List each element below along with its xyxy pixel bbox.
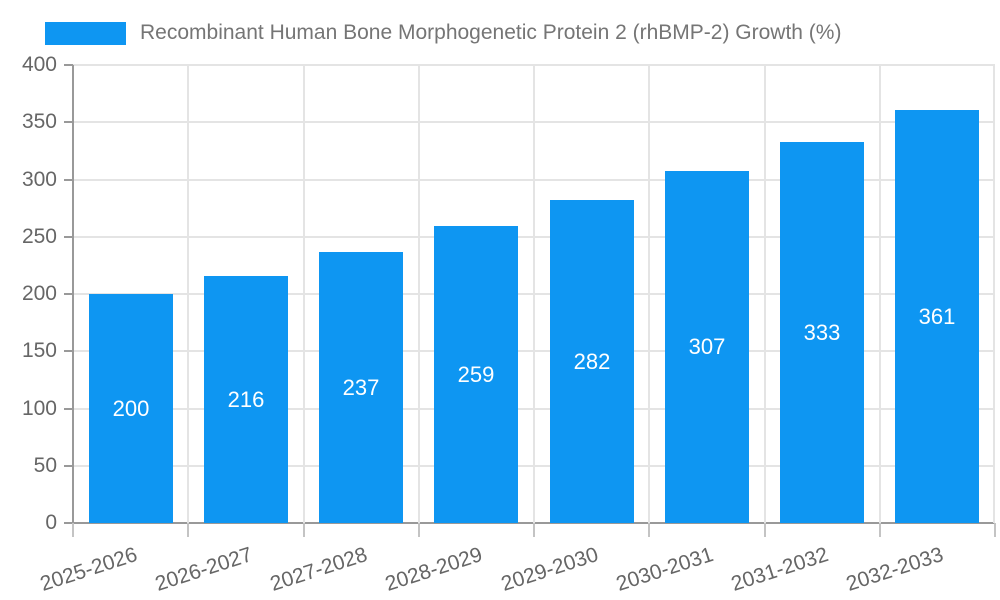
bar-value-label: 333: [803, 319, 841, 345]
bar: 237: [319, 252, 403, 523]
x-axis-tick: [533, 523, 535, 537]
y-axis-label: 350: [21, 110, 57, 134]
bar: 200: [89, 294, 173, 523]
x-axis-label: 2026-2027: [152, 543, 255, 596]
y-axis-label: 50: [33, 453, 57, 477]
y-axis-tick: [64, 121, 73, 124]
bar-value-label: 237: [342, 374, 380, 400]
x-gridline: [648, 65, 651, 523]
legend-swatch-icon: [45, 21, 126, 45]
bar-value-label: 282: [573, 348, 611, 374]
x-axis-tick: [878, 523, 881, 537]
y-axis-tick: [64, 235, 73, 238]
bar: 307: [665, 171, 749, 523]
y-axis-tick: [64, 64, 73, 66]
x-axis-label: 2030-2031: [613, 543, 716, 596]
x-axis-tick: [648, 523, 651, 537]
bar-value-label: 259: [457, 361, 495, 387]
bar-value-label: 307: [688, 334, 726, 359]
y-axis-label: 250: [21, 224, 57, 248]
legend-label: Recombinant Human Bone Morphogenetic Pro…: [140, 21, 842, 44]
x-axis-tick: [72, 523, 74, 537]
y-axis-tick: [64, 350, 73, 353]
y-axis-tick: [64, 407, 73, 410]
x-axis-tick: [302, 523, 305, 537]
y-axis-label: 150: [21, 339, 57, 363]
x-gridline: [993, 65, 995, 523]
bar: 259: [434, 226, 518, 523]
x-axis-label: 2031-2032: [728, 543, 832, 596]
x-gridline: [533, 65, 535, 523]
y-axis-label: 0: [45, 511, 57, 534]
x-axis-tick: [763, 523, 766, 537]
y-axis-tick: [64, 464, 73, 467]
x-gridline: [878, 65, 881, 523]
x-axis-label: 2028-2029: [382, 543, 486, 596]
x-axis-tick: [994, 523, 996, 537]
y-axis-label: 400: [21, 53, 57, 76]
y-axis-label: 100: [21, 396, 57, 420]
x-gridline: [302, 65, 305, 523]
x-gridline: [417, 65, 420, 523]
bar-value-label: 200: [112, 395, 150, 421]
x-axis-tick: [187, 523, 190, 537]
legend-item[interactable]: Recombinant Human Bone Morphogenetic Pro…: [45, 21, 841, 45]
x-axis-label: 2027-2028: [267, 543, 371, 596]
y-axis-label: 300: [21, 167, 57, 191]
bar: 361: [895, 110, 979, 523]
bar: 333: [780, 142, 864, 523]
x-gridline: [187, 65, 190, 523]
y-axis-tick: [64, 522, 73, 524]
y-axis-label: 200: [21, 282, 57, 305]
bar: 282: [550, 200, 634, 523]
y-axis-line: [72, 65, 74, 523]
bar: 216: [204, 276, 288, 523]
x-axis-label: 2025-2026: [37, 543, 140, 596]
x-axis-tick: [417, 523, 420, 537]
y-axis-tick: [64, 293, 73, 295]
x-axis-label: 2029-2030: [498, 543, 601, 596]
bar-value-label: 361: [918, 303, 956, 329]
x-axis-label: 2032-2033: [843, 543, 947, 596]
bar-value-label: 216: [227, 386, 265, 412]
y-axis-tick: [64, 178, 73, 181]
plot-area: 200 216 237 259 282 307 333 361: [72, 64, 995, 524]
x-gridline: [763, 65, 766, 523]
